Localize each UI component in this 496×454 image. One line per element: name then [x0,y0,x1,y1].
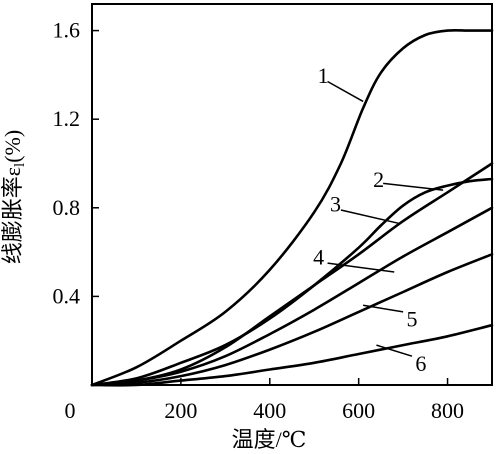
y-axis-label-main: 线膨胀率ε [0,167,25,264]
x-tick-label: 800 [431,398,464,423]
y-tick-label: 1.2 [53,106,81,131]
leader-lines [327,80,444,357]
curve-label-5: 5 [407,307,418,332]
x-axis-label: 温度/℃ [232,427,307,452]
y-tick-label: 1.6 [53,18,81,43]
leader-line-3 [340,209,399,225]
curve-labels: 1 2 3 4 5 6 [313,63,426,376]
curve-label-1: 1 [318,63,329,88]
curve-label-2: 2 [373,167,384,192]
plot-border [91,3,493,386]
curve-label-6: 6 [415,351,426,376]
y-tick-label: 0.8 [53,195,81,220]
curve-6 [90,323,494,387]
curve-2 [90,177,494,387]
plot-frame [91,3,493,386]
x-tick-label: 400 [253,398,286,423]
curves [90,28,494,387]
curve-label-4: 4 [313,245,324,270]
x-tick-label: 600 [342,398,375,423]
y-axis-label-unit: (%) [0,130,25,163]
x-tick-label: 200 [164,398,197,423]
leader-line-2 [383,182,444,191]
curve-1 [90,28,494,387]
y-axis-label-sub: l [12,163,28,167]
curve-5 [90,253,494,387]
leader-line-6 [376,344,413,357]
axis-ticks: 200 400 600 800 0.4 0.8 1.2 1.6 [53,18,465,423]
leader-line-5 [362,304,404,313]
curve-label-3: 3 [330,191,341,216]
leader-line-1 [327,80,364,103]
y-axis-label: 线膨胀率εl(%) [0,130,28,264]
leader-line-4 [327,262,395,273]
y-tick-label: 0.4 [53,283,81,308]
y-axis-label-group: 线膨胀率εl(%) [0,130,28,264]
curve-3 [90,162,494,387]
origin-label: 0 [65,398,76,423]
curve-4 [90,206,494,387]
